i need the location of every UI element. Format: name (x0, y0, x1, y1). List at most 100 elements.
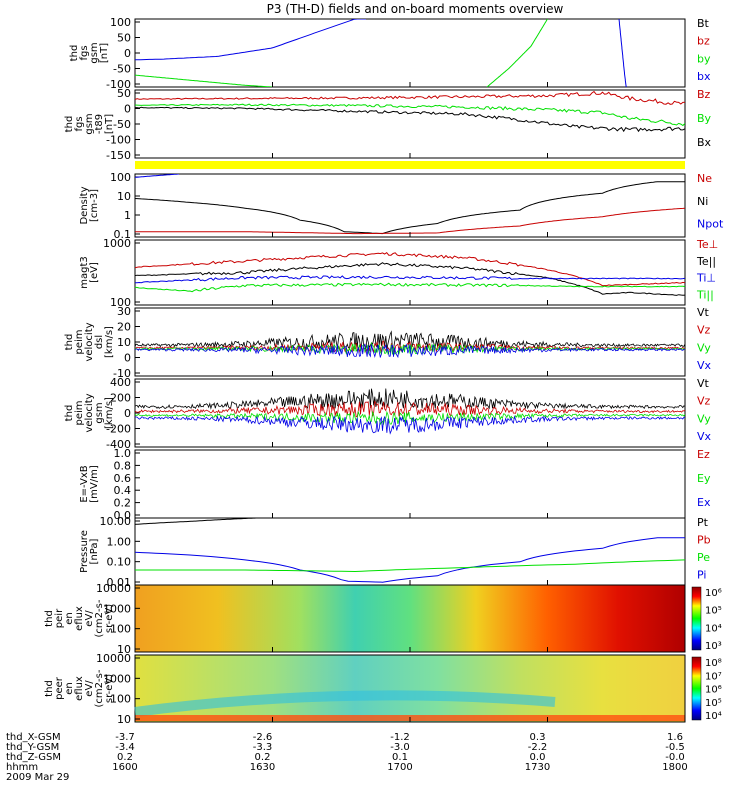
legend-entry: By (697, 112, 712, 125)
ephem-row-label: thd_Z-GSM (6, 752, 61, 763)
ephem-value: -3.0 (390, 742, 410, 753)
y-axis-label: [nPa] (89, 538, 100, 564)
y-tick-label: -150 (106, 149, 131, 162)
panel-frame (134, 239, 686, 306)
y-tick-label: -50 (113, 63, 131, 76)
y-axis-label: [km/s] (104, 326, 115, 358)
y-tick-label: -400 (106, 438, 131, 451)
y-tick-label: 0 (124, 407, 131, 420)
y-axis-label: (cm2-s- (94, 599, 105, 637)
legend-entry: Vt (697, 306, 710, 319)
y-tick-label: 10 (117, 713, 131, 726)
series-line-red (135, 400, 685, 418)
y-tick-label: 0 (124, 47, 131, 60)
y-tick-label: 0.01 (107, 576, 132, 589)
y-tick-label: -10 (113, 367, 131, 380)
panel-fgs: 100 50 0 -50 -100 thd fgs gsm [nT] Bt bz by bx (69, 16, 711, 91)
legend-entry: Ey (697, 472, 711, 485)
y-axis-label: fgs (74, 116, 85, 131)
series-line-blue (135, 415, 685, 435)
series-line-Bz (135, 90, 685, 105)
panel-efield: 1.00.80.60.40.20.0 E=-VxB [mV/m] Ez Ey Ex (79, 447, 711, 522)
y-axis-label: en (64, 612, 75, 625)
legend-entry: Pt (697, 516, 709, 529)
series-line-Ti|| (135, 282, 685, 293)
y-axis-label: gsm (89, 42, 100, 63)
series-line-Pt (135, 518, 257, 525)
legend-entry: Ti⊥ (696, 272, 716, 285)
y-axis-label: [mV/m] (89, 465, 100, 503)
y-tick-label: 50 (117, 87, 131, 100)
y-axis-label: (cm2-s- (94, 669, 105, 707)
panel-density: 100 10 1 0.1 Density [cm-3] Ne Ni Npot (79, 171, 724, 241)
y-tick-label: 1 (124, 209, 131, 222)
y-tick-label: 200 (110, 392, 131, 405)
panel-frame (134, 449, 686, 519)
legend-entry: Pi (697, 568, 706, 581)
y-tick-label: 1000 (103, 672, 131, 685)
y-axis-label: thd (64, 334, 75, 351)
y-axis-label: fgs (79, 45, 90, 60)
y-tick-label: 0.10 (107, 556, 132, 569)
y-tick-label: 100 (110, 16, 131, 29)
y-axis-label: [cm-3] (89, 189, 100, 222)
series-line-Te⊥ (135, 252, 685, 287)
ephem-value: -1.2 (390, 732, 410, 743)
date-label: 2009 Mar 29 (6, 772, 69, 783)
panel-frame (134, 18, 686, 88)
y-tick-label: 100 (110, 623, 131, 636)
y-tick-label: -200 (106, 423, 131, 436)
spectrogram (135, 585, 685, 652)
colorbar-label: 10⁸ (705, 658, 722, 669)
spectrogram (135, 655, 685, 722)
series-line-green (135, 410, 685, 426)
legend-entry: Ni (697, 195, 708, 208)
colorbar-label: 10³ (705, 641, 722, 652)
series-line-Npot (135, 174, 179, 178)
y-tick-label: -50 (113, 118, 131, 131)
series-line-Bx (135, 106, 685, 133)
y-tick-label: 10 (117, 643, 131, 656)
colorbar-scale (691, 586, 702, 651)
legend-entry: Vy (697, 341, 711, 354)
chart-title: P3 (TH-D) fields and on-board moments ov… (267, 2, 564, 16)
y-axis-label: sr-eV) (104, 674, 115, 703)
y-tick-label: 10 (117, 190, 131, 203)
y-axis-label: eflux (74, 676, 85, 701)
spectrogram-band (134, 690, 556, 717)
y-axis-label: [nT] (99, 43, 110, 63)
series-line-Ne (135, 207, 685, 235)
ephem-row-label: thd_Y-GSM (6, 742, 59, 753)
ephem-value: 0.3 (530, 732, 546, 743)
colorbar-label: 10⁶ (705, 588, 722, 599)
legend-entry: Vy (697, 412, 711, 425)
series-line-Te|| (135, 262, 685, 296)
legend-entry: bz (697, 35, 710, 48)
legend-entry: Bx (697, 136, 712, 149)
legend-entry: Bz (697, 88, 711, 101)
y-tick-label: 0 (124, 103, 131, 116)
ephem-value: -0.0 (665, 752, 685, 763)
y-tick-label: 0.8 (114, 459, 132, 472)
panel-velocity-esa: 30 20 10 0 -10 thd peim velocity dsl [km/s] Vt Vz Vy… (64, 305, 712, 380)
y-axis-label: eflux (74, 606, 85, 631)
legend-entry: Ez (697, 448, 710, 461)
y-axis-label: [eV] (89, 262, 100, 283)
colorbar: 10⁶ 10⁵ 10⁴ 10³ (691, 586, 722, 652)
ephem-value: 0.2 (255, 752, 271, 763)
y-axis-label: thd (64, 405, 75, 422)
series-line-Pi (135, 537, 685, 583)
legend-entry: Bt (697, 17, 710, 30)
legend-entry: Vx (697, 359, 712, 372)
y-tick-label: 1.0 (114, 447, 132, 460)
series-line-bx (135, 19, 366, 61)
ephem-value: -0.5 (665, 742, 685, 753)
panel-peer: 10⁸ 10⁷ 10⁶ 10⁵ 10⁴ 10000 1000 100 10 thd peer en ef… (44, 652, 722, 726)
y-tick-label: 10000 (96, 582, 131, 595)
y-axis-label: -t89 (94, 114, 105, 134)
y-tick-label: 20 (117, 321, 131, 334)
legend-entry: Vz (697, 395, 711, 408)
series-line-Pe (135, 559, 685, 573)
panel-frame (134, 517, 686, 586)
y-axis-label: gsm (84, 113, 95, 134)
